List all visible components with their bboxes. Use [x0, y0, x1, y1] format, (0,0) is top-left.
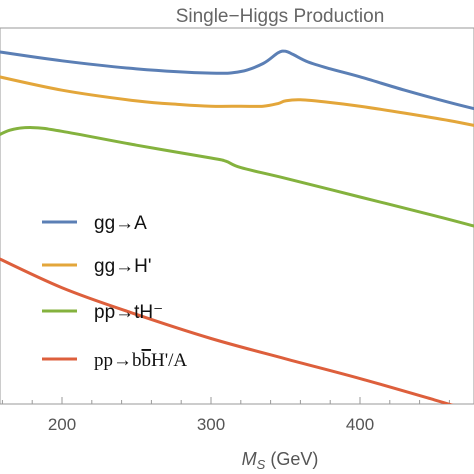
legend-label: gg→A: [94, 213, 147, 234]
x-tick-label: 400: [346, 415, 374, 434]
x-tick-label: 300: [197, 415, 225, 434]
legend-entry-pp-bbh: pp→bbH'/A: [42, 350, 187, 371]
x-axis-label-subscript: S: [257, 457, 266, 472]
legend-label: pp→tH⁻: [94, 302, 163, 323]
legend-entry-gg-hprime: gg→H': [42, 256, 151, 277]
legend: gg→A gg→H' pp→tH⁻ pp→bbH'/A: [42, 213, 187, 371]
x-axis-label-main: M: [242, 449, 257, 469]
x-axis-ticks: 200 300 400: [1, 397, 450, 434]
chart-title: Single−Higgs Production: [176, 6, 385, 27]
series-pp-bbh-line: [0, 257, 454, 404]
plot-frame: [0, 27, 474, 405]
series-gg-a-line: [0, 49, 474, 111]
legend-entry-gg-a: gg→A: [42, 213, 147, 234]
x-axis-label-unit: (GeV): [265, 449, 318, 469]
series-gg-hprime-line: [0, 75, 474, 127]
series-pp-th-line: [0, 126, 474, 228]
x-axis-label: MS (GeV): [242, 449, 319, 472]
x-tick-label: 200: [48, 415, 76, 434]
series-lines: [0, 49, 474, 404]
legend-label: pp→bbH'/A: [94, 350, 187, 371]
legend-entry-pp-th: pp→tH⁻: [42, 302, 163, 323]
legend-label: gg→H': [94, 256, 151, 277]
